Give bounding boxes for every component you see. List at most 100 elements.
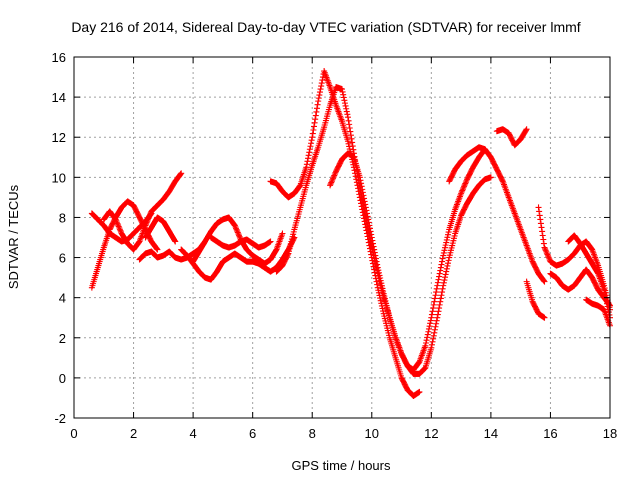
data-point	[234, 228, 241, 235]
data-point	[433, 285, 440, 292]
data-point	[369, 237, 376, 244]
data-point	[370, 243, 377, 250]
data-point	[348, 135, 355, 142]
data-point	[433, 289, 440, 296]
data-point	[346, 146, 353, 153]
data-point	[356, 174, 363, 181]
data-point	[327, 180, 334, 187]
data-point	[311, 119, 318, 126]
data-point	[317, 86, 324, 93]
data-point	[328, 179, 335, 186]
data-point	[431, 298, 438, 305]
data-point	[358, 183, 365, 190]
data-point	[371, 246, 378, 253]
y-tick-label: -2	[54, 411, 66, 426]
data-point	[460, 184, 467, 191]
data-point	[233, 226, 240, 233]
data-point	[363, 207, 370, 214]
data-point	[439, 285, 446, 292]
data-point	[365, 219, 372, 226]
data-point	[373, 278, 380, 285]
data-point	[537, 220, 544, 227]
data-point	[316, 89, 323, 96]
x-tick-label: 10	[365, 426, 379, 441]
data-point	[540, 277, 547, 284]
data-point	[371, 249, 378, 256]
data-point	[459, 187, 466, 194]
data-point	[341, 97, 348, 104]
data-point	[430, 305, 437, 312]
data-point	[344, 138, 351, 145]
data-point	[435, 308, 442, 315]
data-point	[424, 334, 431, 341]
data-point	[115, 222, 122, 229]
data-point	[154, 246, 161, 253]
data-point	[445, 257, 452, 264]
data-point	[115, 223, 122, 230]
data-point	[340, 94, 347, 101]
data-point	[539, 228, 546, 235]
data-point	[437, 264, 444, 271]
data-point	[235, 232, 242, 239]
data-point	[536, 208, 543, 215]
data-point	[424, 331, 431, 338]
data-point	[427, 320, 434, 327]
y-axis-label: SDTVAR / TECUs	[6, 184, 21, 289]
data-point	[231, 222, 238, 229]
data-point	[358, 180, 365, 187]
data-point	[177, 171, 184, 178]
data-point	[144, 218, 151, 225]
data-point	[442, 274, 449, 281]
series-track-16	[547, 266, 613, 309]
data-point	[308, 140, 315, 147]
chart-title: Day 216 of 2014, Sidereal Day-to-day VTE…	[71, 19, 580, 35]
data-point	[430, 332, 437, 339]
data-point	[523, 126, 530, 133]
data-point	[429, 308, 436, 315]
data-point	[313, 108, 320, 115]
data-point	[296, 183, 303, 190]
data-point	[343, 105, 350, 112]
data-point	[438, 292, 445, 299]
data-point	[113, 217, 120, 224]
data-point	[428, 311, 435, 318]
data-point	[113, 219, 120, 226]
data-point	[536, 212, 543, 219]
data-point	[437, 295, 444, 302]
series-track-11	[327, 150, 494, 377]
data-point	[434, 311, 441, 318]
series-track-13	[493, 126, 530, 149]
data-point	[428, 344, 435, 351]
data-point	[535, 204, 542, 211]
data-point	[359, 186, 366, 193]
data-point	[380, 288, 387, 295]
data-point	[146, 212, 153, 219]
data-point	[437, 298, 444, 305]
y-tick-label: 4	[59, 291, 66, 306]
data-point	[306, 149, 313, 156]
data-point	[538, 224, 545, 231]
data-point	[315, 98, 322, 105]
data-point	[440, 252, 447, 259]
data-point	[346, 124, 353, 131]
data-point	[443, 268, 450, 275]
data-point	[543, 250, 550, 257]
data-point	[307, 143, 314, 150]
data-point	[327, 182, 334, 189]
data-point	[439, 258, 446, 265]
data-point	[112, 216, 119, 223]
data-point	[372, 255, 379, 262]
plot-frame	[73, 56, 611, 419]
data-point	[316, 92, 323, 99]
data-point	[444, 234, 451, 241]
data-point	[374, 281, 381, 288]
x-tick-label: 6	[249, 426, 256, 441]
data-point	[314, 101, 321, 108]
data-point	[145, 215, 152, 222]
data-point	[342, 102, 349, 109]
data-point	[444, 262, 451, 269]
series-track-7	[190, 214, 286, 267]
data-point	[440, 282, 447, 289]
data-point	[339, 88, 346, 95]
series-track-8	[207, 234, 274, 251]
